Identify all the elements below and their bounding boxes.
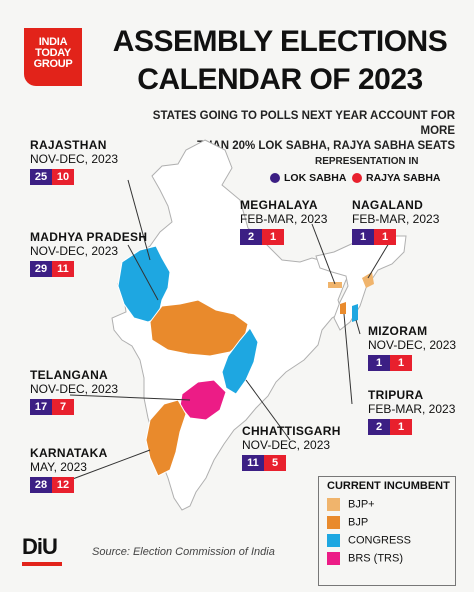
meghalaya-region (328, 282, 342, 288)
tripura-date: FEB-MAR, 2023 (368, 402, 456, 416)
mp-rajya-seats: 11 (52, 261, 74, 277)
meghalaya-lok-seats: 2 (240, 229, 262, 245)
karnataka-name: KARNATAKA (30, 446, 108, 460)
diu-logo: DiU (22, 534, 70, 574)
bjp-swatch-icon (327, 516, 340, 529)
subtitle: STATES GOING TO POLLS NEXT YEAR ACCOUNT … (135, 109, 455, 154)
mizoram-region (352, 304, 358, 322)
chhattisgarh-seats: 11 5 (242, 455, 341, 471)
karnataka-region (145, 399, 187, 477)
lok-sabha-dot-icon (270, 173, 280, 184)
page-title-line-2: CALENDAR OF 2023 (137, 63, 423, 96)
congress-swatch-icon (327, 534, 340, 547)
label-rajasthan: RAJASTHAN NOV-DEC, 2023 25 10 (30, 138, 118, 185)
tripura-region (340, 302, 346, 314)
karnataka-lok-seats: 28 (30, 477, 52, 493)
incumbent-item-bjp-plus: BJP+ (327, 498, 411, 511)
nagaland-rajya-seats: 1 (374, 229, 396, 245)
incumbent-list: BJP+ BJP CONGRESS BRS (TRS) (327, 498, 411, 565)
label-telangana: TELANGANA NOV-DEC, 2023 17 7 (30, 368, 118, 415)
connector-lines (69, 179, 393, 481)
karnataka-seats: 28 12 (30, 477, 108, 493)
legend-lok-sabha: LOK SABHA (270, 172, 346, 184)
telangana-rajya-seats: 7 (52, 399, 74, 415)
chhattisgarh-region (221, 327, 259, 395)
brs-swatch-icon (327, 552, 340, 565)
mp-lok-seats: 29 (30, 261, 52, 277)
label-chhattisgarh: CHHATTISGARH NOV-DEC, 2023 11 5 (242, 424, 341, 471)
incumbent-label-congress: CONGRESS (348, 534, 411, 547)
chhattisgarh-date: NOV-DEC, 2023 (242, 438, 331, 452)
mizoram-rajya-seats: 1 (390, 355, 412, 371)
logo-line-1: INDIA (38, 36, 68, 48)
rajasthan-rajya-seats: 10 (52, 169, 74, 185)
telangana-seats: 17 7 (30, 399, 118, 415)
incumbent-legend-box (318, 476, 456, 586)
karnataka-date: MAY, 2023 (30, 460, 87, 474)
logo-line-2: TODAY (35, 47, 71, 59)
meghalaya-rajya-seats: 1 (262, 229, 284, 245)
subtitle-line-1: STATES GOING TO POLLS NEXT YEAR ACCOUNT … (152, 110, 455, 137)
mizoram-date: NOV-DEC, 2023 (368, 338, 457, 352)
mp-seats: 29 11 (30, 261, 147, 277)
rajya-sabha-dot-icon (352, 173, 362, 184)
nagaland-name: NAGALAND (352, 198, 424, 212)
meghalaya-date: FEB-MAR, 2023 (240, 212, 328, 226)
mp-name: MADHYA PRADESH (30, 230, 148, 244)
legend-lok-sabha-label: LOK SABHA (284, 172, 347, 184)
incumbent-label-bjp-plus: BJP+ (348, 498, 375, 511)
incumbent-item-brs: BRS (TRS) (327, 552, 411, 565)
logo-line-3: GROUP (33, 58, 73, 70)
incumbent-label-brs: BRS (TRS) (348, 552, 403, 565)
representation-title: REPRESENTATION IN (315, 156, 419, 167)
india-today-group-logo: INDIA TODAY GROUP (24, 28, 82, 86)
diu-underline (22, 562, 62, 566)
tripura-name: TRIPURA (368, 388, 424, 402)
rajasthan-name: RAJASTHAN (30, 138, 107, 152)
madhya-pradesh-region (149, 299, 249, 357)
bjp-plus-swatch-icon (327, 498, 340, 511)
karnataka-rajya-seats: 12 (52, 477, 74, 493)
telangana-name: TELANGANA (30, 368, 109, 382)
label-madhya-pradesh: MADHYA PRADESH NOV-DEC, 2023 29 11 (30, 230, 147, 277)
chhattisgarh-name: CHHATTISGARH (242, 424, 341, 438)
meghalaya-name: MEGHALAYA (240, 198, 318, 212)
nagaland-lok-seats: 1 (352, 229, 374, 245)
legend-rajya-sabha: RAJYA SABHA (352, 172, 441, 184)
tripura-rajya-seats: 1 (390, 419, 412, 435)
page-title-line-1: ASSEMBLY ELECTIONS (112, 25, 448, 58)
subtitle-line-2: THAN 20% LOK SABHA, RAJYA SABHA SEATS (197, 140, 455, 152)
incumbent-item-congress: CONGRESS (327, 534, 411, 547)
legend-rajya-sabha-label: RAJYA SABHA (366, 172, 441, 184)
rajasthan-date: NOV-DEC, 2023 (30, 152, 119, 166)
nagaland-date: FEB-MAR, 2023 (352, 212, 440, 226)
incumbent-item-bjp: BJP (327, 516, 411, 529)
telangana-lok-seats: 17 (30, 399, 52, 415)
rajasthan-seats: 25 10 (30, 169, 118, 185)
mizoram-lok-seats: 1 (368, 355, 390, 371)
telangana-date: NOV-DEC, 2023 (30, 382, 119, 396)
mp-date: NOV-DEC, 2023 (30, 244, 119, 258)
incumbent-title: CURRENT INCUMBENT (327, 480, 450, 492)
rajasthan-lok-seats: 25 (30, 169, 52, 185)
tripura-lok-seats: 2 (368, 419, 390, 435)
source-credit: Source: Election Commission of India (92, 546, 275, 558)
chhattisgarh-rajya-seats: 5 (264, 455, 286, 471)
chhattisgarh-lok-seats: 11 (242, 455, 264, 471)
incumbent-label-bjp: BJP (348, 516, 369, 529)
rajasthan-region (117, 245, 171, 323)
diu-logo-text: DiU (22, 534, 58, 559)
nagaland-region (362, 272, 374, 288)
label-karnataka: KARNATAKA MAY, 2023 28 12 (30, 446, 108, 493)
mizoram-name: MIZORAM (368, 324, 428, 338)
